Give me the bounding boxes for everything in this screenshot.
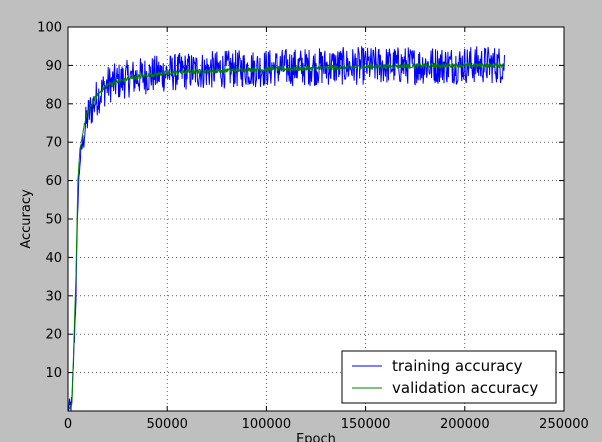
y-tick-label-5: 60	[45, 174, 62, 189]
x-tick-label-0: 0	[64, 417, 72, 432]
y-tick-label-1: 20	[45, 328, 62, 343]
y-tick-label-6: 70	[45, 136, 62, 151]
x-tick-label-1: 50000	[147, 417, 188, 432]
x-tick-label-5: 250000	[539, 417, 589, 432]
x-tick-label-3: 150000	[341, 417, 391, 432]
legend-box	[341, 350, 557, 404]
y-axis-label: Accuracy	[19, 189, 34, 249]
legend-label-0: training accuracy	[392, 357, 523, 375]
y-tick-label-9: 100	[37, 21, 62, 36]
y-tick-label-2: 30	[45, 289, 62, 304]
x-tick-label-4: 200000	[440, 417, 490, 432]
y-tick-label-4: 50	[45, 213, 62, 228]
axis-ticks: 0 50000 100000 150000 200000 250000 10 20 30 40 50…	[37, 21, 589, 433]
y-tick-label-7: 80	[45, 97, 62, 112]
series-lines	[67, 45, 505, 412]
x-axis-label: Epoch	[296, 432, 336, 442]
x-tick-label-2: 100000	[242, 417, 292, 432]
legend-label-1: validation accuracy	[392, 379, 538, 397]
y-tick-label-3: 40	[45, 251, 62, 266]
y-tick-label-0: 10	[45, 366, 62, 381]
y-tick-label-8: 90	[45, 59, 62, 74]
series-line-1	[67, 61, 505, 412]
series-line-0	[67, 45, 505, 412]
legend: training accuracy validation accuracy	[341, 350, 557, 404]
